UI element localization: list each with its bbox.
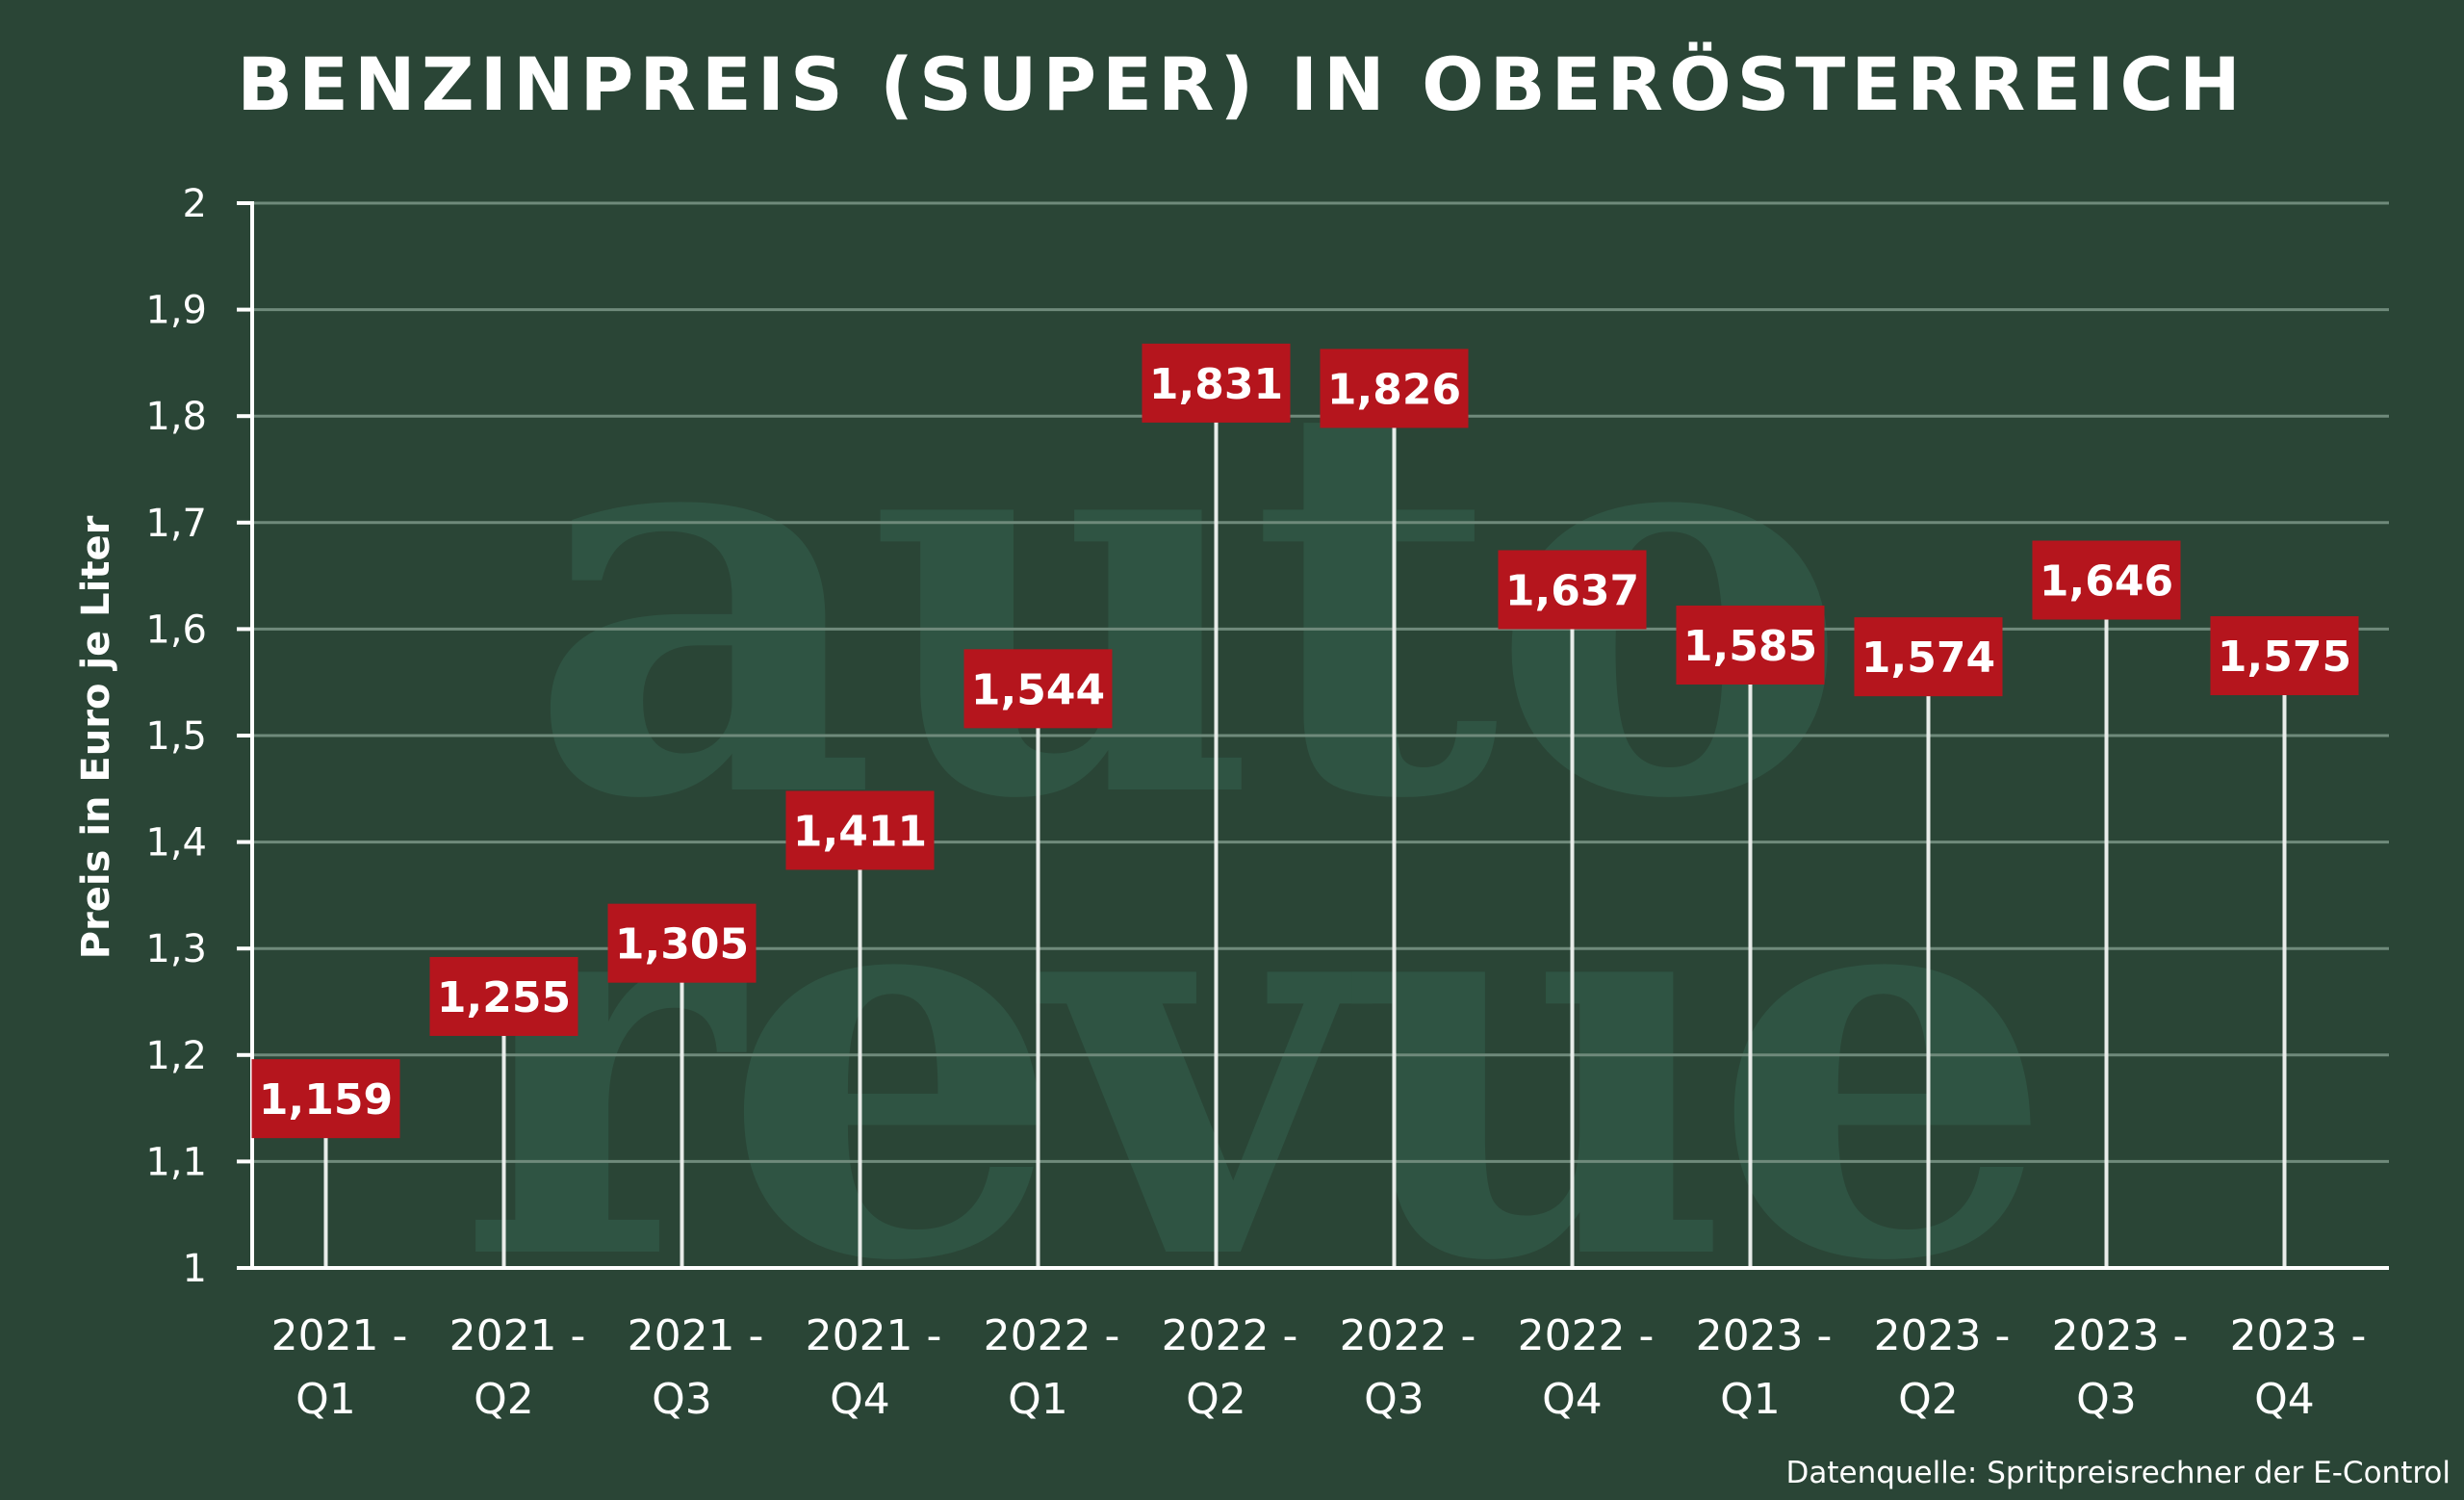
value-label-box <box>1498 550 1647 630</box>
value-label-box <box>2032 540 2181 620</box>
value-label: 1,255 <box>437 973 571 1022</box>
y-tick-label: 1,1 <box>145 1140 207 1184</box>
watermark-word-bottom: revue <box>457 746 2036 1380</box>
value-label-box <box>2210 616 2359 696</box>
value-label: 1,305 <box>615 920 749 970</box>
y-tick-label: 1,2 <box>145 1034 207 1078</box>
value-label: 1,574 <box>1861 634 1995 683</box>
x-tick-label-year: 2021 - <box>271 1311 408 1360</box>
x-tick-label-year: 2023 - <box>1874 1311 2011 1360</box>
x-tick-label-year: 2022 - <box>984 1311 1120 1360</box>
y-tick-label: 1,8 <box>145 395 207 439</box>
x-tick-label-quarter: Q1 <box>1720 1375 1781 1424</box>
y-tick-label: 2 <box>183 182 207 226</box>
x-tick-label-year: 2022 - <box>1162 1311 1298 1360</box>
value-label-box <box>251 1059 400 1139</box>
x-tick-label-year: 2023 - <box>1696 1311 1833 1360</box>
value-label: 1,826 <box>1327 365 1461 414</box>
value-label-box <box>607 903 757 983</box>
x-tick-label-quarter: Q4 <box>830 1375 890 1424</box>
value-label: 1,646 <box>2040 557 2173 607</box>
x-tick-label-year: 2022 - <box>1340 1311 1476 1360</box>
y-tick-label: 1,3 <box>145 927 207 971</box>
y-tick-label: 1,7 <box>145 502 207 546</box>
x-tick-label-quarter: Q2 <box>1898 1375 1959 1424</box>
x-tick-label-quarter: Q2 <box>1186 1375 1246 1424</box>
y-tick-label: 1,4 <box>145 821 207 866</box>
x-tick-label-quarter: Q1 <box>1008 1375 1068 1424</box>
y-tick-label: 1,6 <box>145 608 207 652</box>
value-stems <box>323 382 2287 1266</box>
value-label-box <box>1854 617 2003 697</box>
y-tick-label: 1,9 <box>145 289 207 333</box>
value-label-box <box>785 790 935 870</box>
x-tick-label-quarter: Q1 <box>295 1375 356 1424</box>
value-label: 1,544 <box>971 665 1105 714</box>
x-tick-label-quarter: Q4 <box>1542 1375 1603 1424</box>
x-tick-label-year: 2021 - <box>628 1311 764 1360</box>
value-label: 1,411 <box>793 807 927 856</box>
value-labels: 1,159 1,255 1,305 1,411 1,544 1,831 1,826 1,637… <box>251 343 2359 1139</box>
x-tick-label-quarter: Q3 <box>652 1375 712 1424</box>
value-label-box <box>963 649 1113 729</box>
x-tick-label-year: 2023 - <box>2230 1311 2367 1360</box>
x-tick-label-quarter: Q2 <box>474 1375 534 1424</box>
y-tick-label: 1,5 <box>145 714 207 759</box>
value-label: 1,159 <box>259 1075 393 1125</box>
x-tick-label-quarter: Q3 <box>2076 1375 2137 1424</box>
value-label: 1,575 <box>2218 633 2351 682</box>
value-label-box <box>429 956 578 1036</box>
x-tick-label-quarter: Q3 <box>1364 1375 1424 1424</box>
y-axis-label: Preis in Euro je Liter <box>74 515 118 959</box>
value-label: 1,637 <box>1505 566 1639 615</box>
source-note: Datenquelle: Spritpreisrechner der E-Con… <box>1785 1456 2451 1490</box>
y-tick-label: 1 <box>183 1247 207 1291</box>
value-label-box <box>1676 605 1825 685</box>
value-label: 1,585 <box>1683 622 1817 671</box>
chart-title: BENZINPREIS (SUPER) IN OBERÖSTERREICH <box>237 40 2246 127</box>
value-label-box <box>1320 349 1469 428</box>
value-label-box <box>1142 343 1291 423</box>
value-label: 1,831 <box>1149 360 1283 409</box>
x-tick-label-year: 2022 - <box>1518 1311 1655 1360</box>
x-tick-label-quarter: Q4 <box>2254 1375 2315 1424</box>
y-tick-labels: 1 1,1 1,2 1,3 1,4 1,5 1,6 1,7 1,8 1,9 2 <box>145 182 207 1291</box>
x-tick-label-year: 2021 - <box>806 1311 942 1360</box>
x-tick-label-year: 2023 - <box>2052 1311 2189 1360</box>
x-tick-labels: 2021 - Q1 2021 - Q2 2021 - Q3 2021 - Q4 2022 - Q1… <box>271 1311 2367 1424</box>
x-tick-label-year: 2021 - <box>449 1311 586 1360</box>
